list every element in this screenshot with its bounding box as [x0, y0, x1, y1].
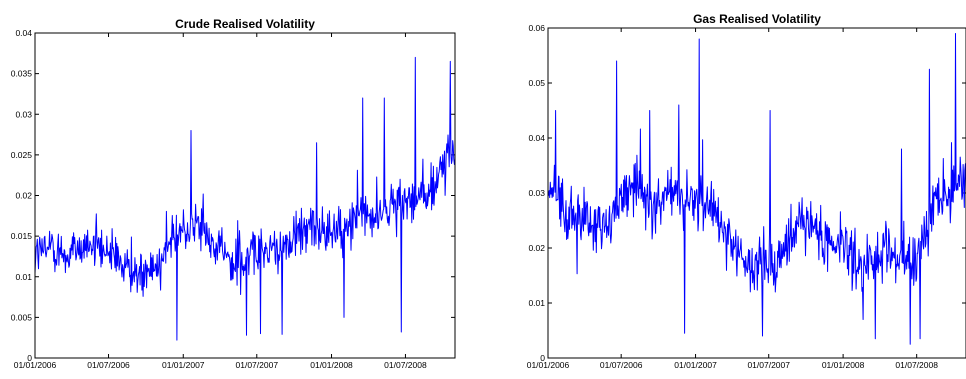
y-tick-label: 0.015: [11, 231, 33, 241]
series-line: [547, 33, 966, 345]
y-tick-label: 0.005: [11, 312, 33, 322]
x-tick-label: 01/07/2007: [747, 360, 790, 370]
y-tick-label: 0.06: [528, 23, 545, 33]
y-tick-label: 0.03: [528, 188, 545, 198]
y-axis: 0 0.01 0.02 0.03 0.04 0.05 0.06: [528, 23, 966, 363]
y-tick-label: 0.01: [15, 272, 32, 282]
y-tick-label: 0.025: [11, 150, 33, 160]
y-tick-label: 0: [27, 353, 32, 363]
y-tick-label: 0.02: [15, 191, 32, 201]
x-tick-label: 01/01/2007: [162, 360, 205, 370]
y-axis: 0 0.005 0.01 0.015 0.02 0.025 0.03 0.035 0.04: [11, 28, 455, 363]
x-tick-label: 01/01/2008: [310, 360, 353, 370]
x-tick-label: 01/01/2006: [14, 360, 57, 370]
y-tick-label: 0.05: [528, 78, 545, 88]
plot-frame: [34, 32, 456, 359]
x-axis: 01/01/2006 01/07/2006 01/01/2007 01/07/2007…: [14, 33, 427, 370]
x-tick-label: 01/01/2006: [527, 360, 570, 370]
y-tick-label: 0.04: [528, 133, 545, 143]
y-tick-label: 0: [540, 353, 545, 363]
x-tick-label: 01/07/2008: [384, 360, 427, 370]
series-line: [34, 56, 456, 341]
y-tick-label: 0.01: [528, 298, 545, 308]
x-axis: 01/01/2006 01/07/2006 01/01/2007 01/07/2007…: [527, 28, 938, 370]
y-tick-label: 0.03: [15, 109, 32, 119]
crude-volatility-chart: Crude Realised Volatility 0 0.005 0.01 0.01…: [11, 17, 456, 370]
y-tick-label: 0.04: [15, 28, 32, 38]
x-tick-label: 01/01/2007: [674, 360, 717, 370]
y-tick-label: 0.035: [11, 69, 33, 79]
y-tick-label: 0.02: [528, 243, 545, 253]
x-tick-label: 01/07/2006: [87, 360, 130, 370]
gas-volatility-chart: Gas Realised Volatility 0 0.01 0.02 0.03 0.0…: [527, 12, 966, 370]
x-tick-label: 01/01/2008: [822, 360, 865, 370]
x-tick-label: 01/07/2008: [895, 360, 938, 370]
chart-title: Gas Realised Volatility: [693, 12, 821, 26]
plot-frame: [547, 27, 966, 359]
x-tick-label: 01/07/2007: [236, 360, 279, 370]
chart-title: Crude Realised Volatility: [175, 17, 315, 31]
x-tick-label: 01/07/2006: [600, 360, 643, 370]
